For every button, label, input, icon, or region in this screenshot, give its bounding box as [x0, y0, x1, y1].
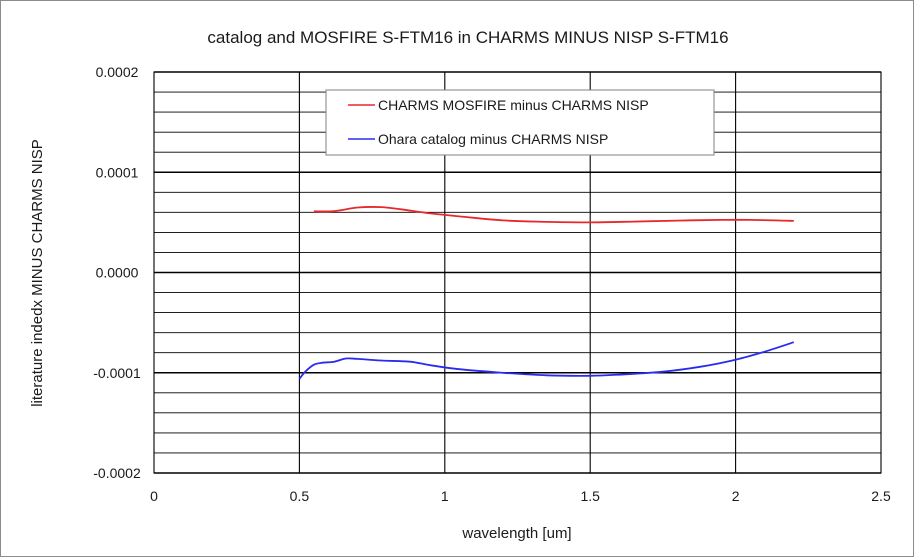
- series-layer: [298, 206, 795, 380]
- x-tick-label: 2: [732, 488, 740, 504]
- legend-box: [325, 89, 715, 156]
- chart-title: catalog and MOSFIRE S-FTM16 in CHARMS MI…: [207, 28, 728, 47]
- y-axis-label: literature indedx MINUS CHARMS NISP: [29, 139, 46, 407]
- legend-label-mosfire: CHARMS MOSFIRE minus CHARMS NISP: [378, 97, 649, 113]
- legend-label-ohara: Ohara catalog minus CHARMS NISP: [378, 131, 608, 147]
- x-axis-label: wavelength [um]: [461, 525, 571, 542]
- axis-layer: 0.0002 0.0001 0.0000 -0.0001 -0.0002 0 0.5 1 1.5…: [93, 64, 891, 504]
- y-tick-label: -0.0001: [93, 365, 141, 381]
- x-tick-label: 1: [441, 488, 449, 504]
- series-line-ohara: [298, 341, 795, 380]
- y-tick-label: 0.0001: [96, 164, 139, 180]
- y-tick-label: 0.0002: [96, 64, 139, 80]
- x-tick-label: 2.5: [871, 488, 891, 504]
- x-tick-label: 1.5: [580, 488, 600, 504]
- y-tick-label: -0.0002: [93, 465, 141, 481]
- y-tick-label: 0.0000: [96, 265, 139, 281]
- x-tick-label: 0.5: [290, 488, 310, 504]
- legend: CHARMS MOSFIRE minus CHARMS NISP Ohara c…: [325, 89, 715, 156]
- x-tick-label: 0: [150, 488, 158, 504]
- series-line-mosfire: [313, 206, 794, 224]
